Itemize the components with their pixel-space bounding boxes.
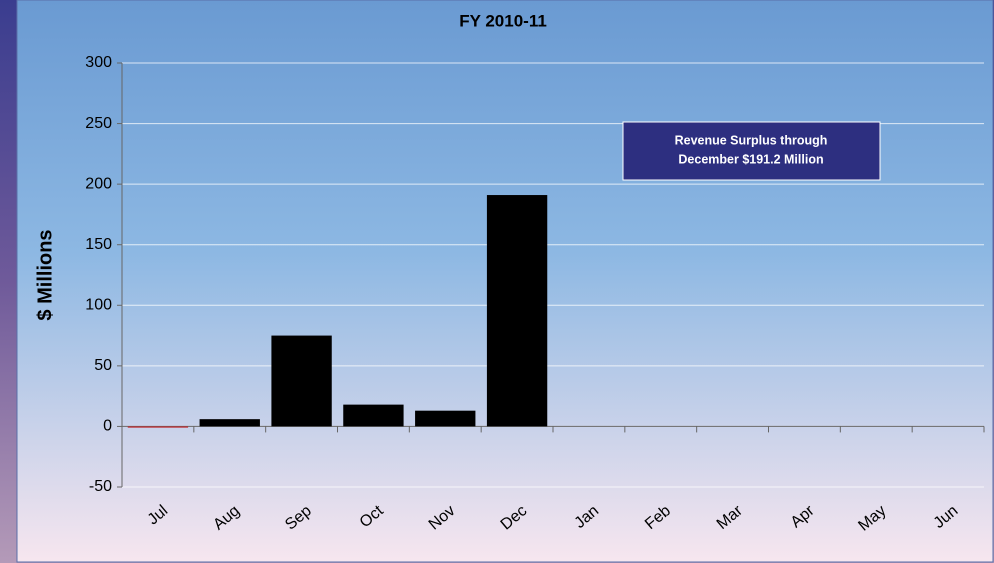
y-tick-label: 0 [103,418,112,435]
y-tick-label: 50 [94,357,112,374]
y-tick-label: -50 [89,478,112,495]
bar [415,410,476,427]
chart-title: FY 2010-11 [459,11,547,30]
bar [486,195,548,427]
bar [271,335,332,427]
y-tick-label: 150 [85,236,112,253]
y-tick-label: 100 [85,297,112,314]
y-axis-label: $ Millions [34,229,56,320]
bar [199,419,260,427]
annotation-text: Revenue Surplus through [675,133,828,147]
bar [127,426,189,428]
y-tick-label: 200 [85,175,112,192]
annotation-box [622,121,881,181]
annotation-text: December $191.2 Million [678,152,823,166]
y-tick-label: 250 [85,115,112,132]
y-tick-label: 300 [85,54,112,71]
bar [343,404,404,427]
